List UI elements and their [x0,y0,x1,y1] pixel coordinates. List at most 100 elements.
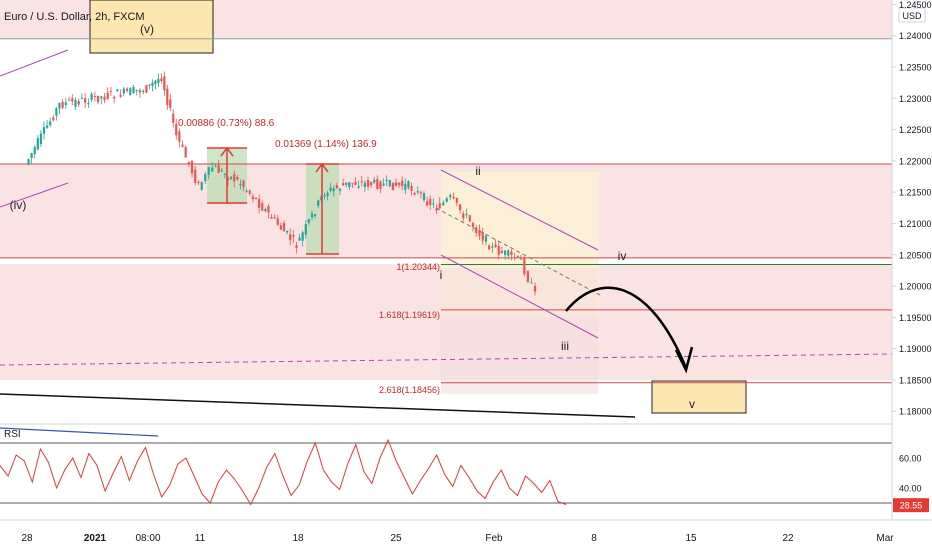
candle-body [507,250,510,256]
projection-arrow[interactable] [565,286,688,369]
candle-body [36,138,39,150]
candle-body [404,183,407,191]
candle-body [178,131,181,142]
rsi-pane: RSI [0,423,892,506]
candle-body [251,196,254,200]
candle-body [207,167,210,175]
dashed-projection-line[interactable] [0,353,893,366]
candle-body [435,208,438,211]
price-tick-label: 1.18500 [899,375,932,385]
candle-body [438,203,441,209]
candle-body [190,161,194,174]
channel-left-upper[interactable] [0,49,69,77]
wave-v-top-box[interactable] [89,0,214,54]
candle-body [270,217,273,219]
candle-body [494,244,497,248]
candle-body [96,95,100,103]
candle-body [471,222,475,227]
time-tick-label: 15 [685,533,697,544]
candle-body [491,246,494,248]
candle-body [33,146,36,155]
measure-arrow-1 [207,146,247,204]
price-tick-label: 1.21000 [899,219,932,229]
candle-body [304,224,307,235]
candle-body [242,180,245,188]
candle-body [116,89,119,92]
candle-body [445,198,448,202]
candle-body [455,197,458,203]
candle-body [363,182,366,187]
long-trend-line[interactable] [0,393,636,418]
candle-body [432,203,435,205]
candle-body [197,182,200,184]
candle-body [30,153,33,159]
candle-body [314,214,317,217]
candle-body [45,125,49,128]
candle-body [39,133,43,145]
candle-body [175,123,178,136]
candle-body [258,198,261,208]
candle-body [236,177,239,180]
candle-body [172,113,175,123]
time-tick-label: 2021 [84,533,107,544]
candle-body [519,258,523,260]
candle-body [214,166,217,168]
candle-body [329,187,332,191]
candle-body [239,183,242,186]
candle-body [351,183,354,185]
candle-body [138,90,142,93]
price-tick-label: 1.18000 [899,407,932,417]
rsi-trend-line[interactable] [0,427,159,437]
wave-label-ii: ii [475,164,480,178]
candle-body [332,188,335,192]
candle-body [49,121,52,126]
candle-body [166,88,169,106]
channel-upper[interactable] [440,169,599,251]
candle-body [295,245,298,248]
candle-body [488,245,491,250]
candle-body [42,127,46,134]
fib-label-1: 1(1.20344) [396,262,440,272]
candle-body [74,99,77,107]
time-tick-label: 8 [591,533,597,544]
candle-body [273,217,276,219]
wave-label-iv-left: (iv) [10,198,27,212]
channel-lower[interactable] [440,254,599,339]
candle-body [465,214,468,216]
candle-body [122,88,125,94]
candle-body [475,227,478,233]
measure-label-1: 0.00886 (0.73%) 88.6 [178,118,275,129]
candle-body [360,181,363,183]
candle-body [410,185,413,191]
candle-body [279,225,282,230]
currency-badge [898,7,926,23]
candle-body [87,102,90,105]
candle-body [129,88,132,96]
candle-body [282,222,286,232]
time-tick-label: 28 [21,533,33,544]
rsi-line [0,438,567,506]
candle-body [500,250,504,254]
candle-body [286,230,289,233]
channel-left-lower[interactable] [0,182,69,208]
candle-body [307,219,310,223]
candle-body [248,190,251,194]
candle-body [413,193,416,195]
rsi-value-badge [893,498,929,513]
boxes-layer [89,0,747,414]
candle-body [93,95,96,98]
labels-layer: Euro / U.S. Dollar, 2h, FXCM (v) (iv) ii… [4,11,695,411]
candle-body [497,246,500,255]
target-zone-box [441,268,598,394]
candle-body [468,215,471,222]
channel-mid[interactable] [435,207,601,296]
candle-body [533,286,537,292]
wave-v-target-box[interactable] [651,380,747,414]
candle-body [52,117,55,121]
candle-body [342,182,345,186]
candle-body [157,78,160,83]
candle-body [394,182,398,186]
candle-body [335,185,338,188]
candle-body [113,96,116,99]
